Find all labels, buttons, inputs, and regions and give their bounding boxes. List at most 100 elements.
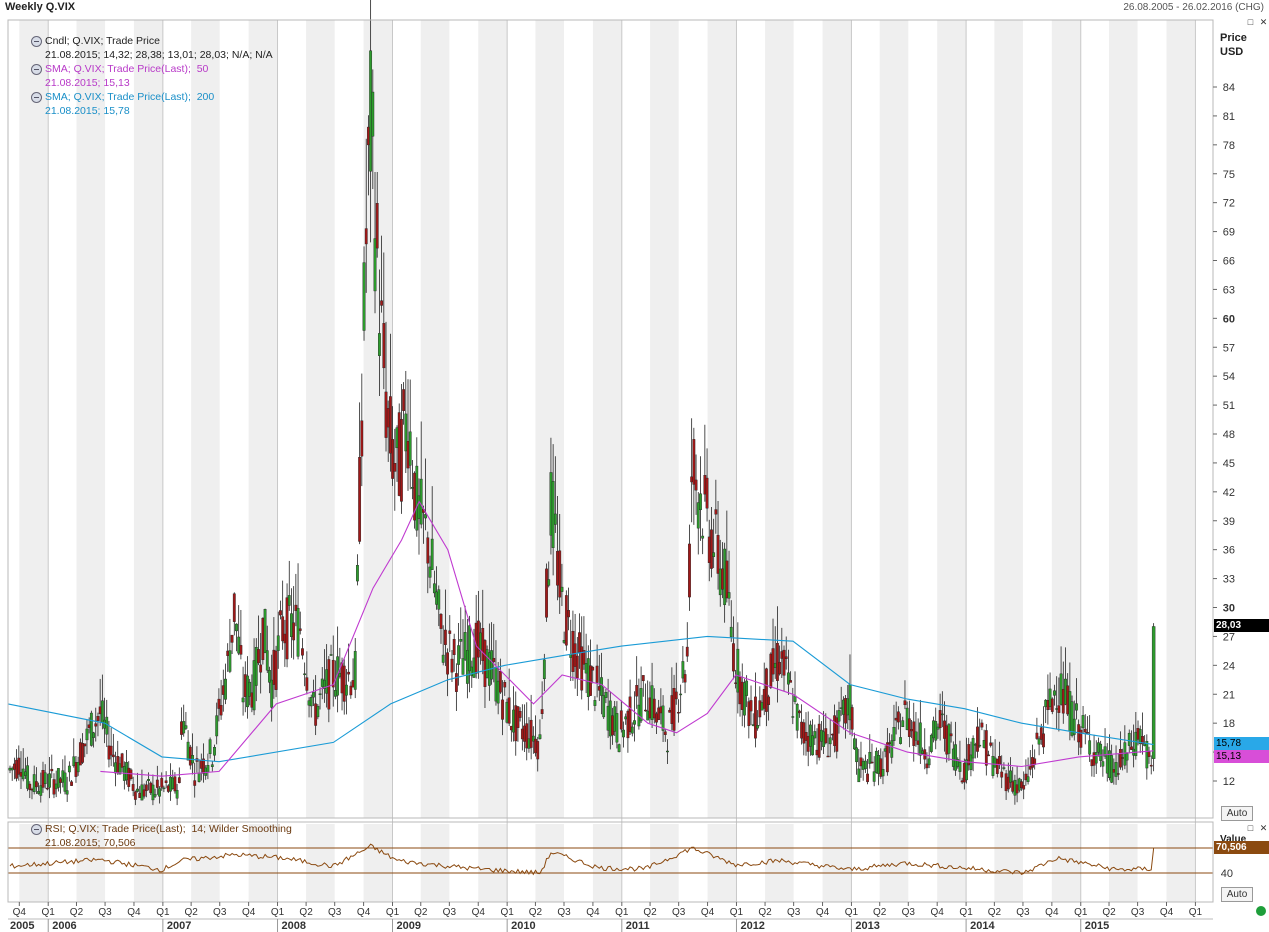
candle-body [536,741,540,760]
candle-body [362,262,366,331]
candle-body [391,439,395,479]
candle-body [298,628,302,631]
rsi-close-icon[interactable]: ✕ [1259,823,1268,833]
y-tick-label: 78 [1223,140,1235,152]
candle-body [978,744,982,747]
legend-toggle-icon[interactable] [31,823,42,835]
candle-body [360,420,364,457]
candle-body [1116,773,1120,775]
candle-body [259,664,263,673]
year-label: 2015 [1085,920,1109,932]
y-tick-label: 81 [1223,111,1235,123]
candle-body [371,91,375,137]
y-tick-label: 84 [1223,82,1235,94]
x-tick-label: Q3 [443,907,457,918]
candle-body [553,513,557,525]
quarter-band [879,20,909,818]
candle-body [824,728,828,744]
restore-icon[interactable]: □ [1247,17,1254,27]
candle-body [683,674,687,683]
candle-body [309,697,313,707]
candle-body [490,650,493,680]
candle-body [448,630,452,634]
quarter-band [592,20,622,818]
y-tick-label: 30 [1223,603,1235,615]
candle-body [402,389,406,411]
candle-body [224,678,227,700]
legend-toggle-icon[interactable] [31,91,42,103]
year-label: 2008 [282,920,306,932]
candle-body [446,652,449,675]
candle-body [219,705,223,716]
auto-scale-button[interactable]: Auto [1221,806,1253,821]
candle-body [1083,728,1087,733]
x-tick-label: Q1 [1074,907,1088,918]
candle-body [633,720,636,725]
rsi-restore-icon[interactable]: □ [1247,823,1254,833]
close-icon[interactable]: ✕ [1259,17,1268,27]
candle-body [347,671,351,675]
candle-body [582,650,586,665]
y-tick-label: 66 [1223,256,1235,268]
candle-body [265,650,269,671]
y-tick-label: 54 [1223,371,1235,383]
candle-body [573,643,577,667]
candle-body [1039,727,1043,740]
candle-body [83,743,87,747]
rsi-auto-scale-button[interactable]: Auto [1221,887,1253,902]
legend-toggle-icon[interactable] [31,63,42,75]
candle-body [175,790,179,799]
candle-body [657,707,661,720]
candle-body [349,685,353,696]
y-tick-label: 75 [1223,169,1235,181]
candle-body [1127,732,1131,746]
candle-body [312,691,315,698]
quarter-band [363,824,393,902]
candle-body [1022,785,1026,790]
candle-body [580,646,584,691]
candle-body [617,744,621,753]
candle-body [870,761,874,764]
candle-body [540,709,544,715]
x-tick-label: Q3 [672,907,686,918]
legend-toggle-icon[interactable] [31,35,42,47]
rsi-panel-frame [7,821,1214,903]
year-label: 2009 [396,920,420,932]
candle-body [863,760,867,770]
candle-body [45,787,49,790]
candle-body [1000,771,1004,778]
candle-body [378,333,381,356]
rsi-panel [8,843,1213,876]
candle-body [202,758,205,774]
x-tick-label: Q4 [357,907,371,918]
quarter-band [248,824,278,902]
candle-body [866,773,869,783]
candle-body [688,543,691,598]
quarter-band [1051,824,1081,902]
candle-body [685,646,689,657]
quarter-band [133,20,163,818]
candle-body [437,589,441,610]
candle-body [507,697,511,724]
candle-body [287,595,291,606]
x-tick-label: Q3 [1016,907,1030,918]
candle-body [811,735,815,756]
candle-body [1147,751,1151,757]
y-tick-label: 42 [1223,487,1235,499]
candle-body [270,679,274,708]
x-tick-label: Q3 [213,907,227,918]
candle-body [1149,764,1153,767]
y-tick-label: 60 [1223,313,1235,325]
candle-body [43,772,47,785]
x-tick-label: Q1 [1189,907,1203,918]
candle-body [984,730,988,766]
y-tick-label: 57 [1223,342,1235,354]
x-tick-label: Q4 [127,907,141,918]
candle-body [151,784,155,801]
candle-body [914,731,918,741]
candle-body [254,647,258,686]
candle-body [696,502,700,529]
x-tick-label: Q1 [156,907,170,918]
candle-body [443,629,447,645]
